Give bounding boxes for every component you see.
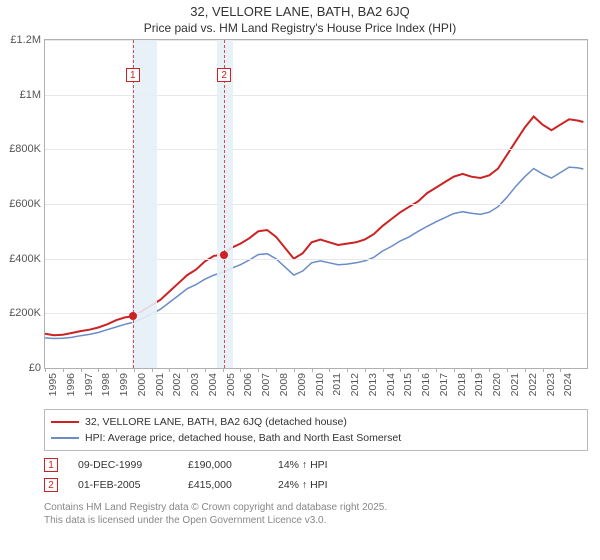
gridline-h — [45, 95, 587, 96]
plot-area: £0£200K£400K£600K£800K£1M£1.2M12 — [44, 39, 588, 369]
x-label: 2024 — [562, 373, 574, 396]
x-label: 2012 — [349, 373, 361, 396]
sales-row-1: 1 09-DEC-1999 £190,000 14% ↑ HPI — [44, 455, 588, 475]
x-label: 2003 — [189, 373, 201, 396]
x-label: 2020 — [491, 373, 503, 396]
sale-delta-1: 14% ↑ HPI — [278, 459, 328, 471]
sale-date-2: 01-FEB-2005 — [78, 479, 168, 491]
gridline-h — [45, 313, 587, 314]
x-label: 2015 — [402, 373, 414, 396]
y-label: £1M — [20, 89, 41, 101]
x-label: 1998 — [100, 373, 112, 396]
sale-date-1: 09-DEC-1999 — [78, 459, 168, 471]
sale-ref-1: 1 — [44, 458, 58, 472]
x-label: 2014 — [385, 373, 397, 396]
y-label: £1.2M — [10, 34, 41, 46]
x-label: 2013 — [367, 373, 379, 396]
x-label: 2000 — [136, 373, 148, 396]
sale-price-1: £190,000 — [188, 459, 258, 471]
y-label: £0 — [29, 362, 41, 374]
legend-label-price: 32, VELLORE LANE, BATH, BA2 6JQ (detache… — [85, 416, 347, 428]
x-label: 2016 — [420, 373, 432, 396]
sale-point — [129, 312, 137, 320]
sale-point — [220, 251, 228, 259]
x-label: 1995 — [47, 373, 59, 396]
highlight-band — [132, 40, 157, 368]
gridline-h — [45, 204, 587, 205]
x-label: 1996 — [65, 373, 77, 396]
y-label: £400K — [9, 253, 41, 265]
footer: Contains HM Land Registry data © Crown c… — [44, 501, 588, 527]
x-label: 2002 — [171, 373, 183, 396]
x-label: 2004 — [207, 373, 219, 396]
ref-line — [224, 40, 225, 368]
ref-marker: 2 — [217, 68, 231, 82]
highlight-band — [217, 40, 233, 368]
gridline-h — [45, 40, 587, 41]
sales-table: 1 09-DEC-1999 £190,000 14% ↑ HPI 2 01-FE… — [44, 455, 588, 495]
sale-delta-2: 24% ↑ HPI — [278, 479, 328, 491]
y-label: £200K — [9, 307, 41, 319]
legend-swatch-hpi — [51, 437, 79, 439]
x-label: 2018 — [456, 373, 468, 396]
chart-title-sub: Price paid vs. HM Land Registry's House … — [0, 19, 600, 39]
x-label: 2021 — [509, 373, 521, 396]
gridline-h — [45, 259, 587, 260]
x-label: 2009 — [296, 373, 308, 396]
gridline-h — [45, 149, 587, 150]
sales-row-2: 2 01-FEB-2005 £415,000 24% ↑ HPI — [44, 475, 588, 495]
legend-label-hpi: HPI: Average price, detached house, Bath… — [85, 432, 401, 444]
legend-swatch-price — [51, 421, 79, 423]
legend-row-hpi: HPI: Average price, detached house, Bath… — [51, 430, 581, 446]
x-label: 2010 — [314, 373, 326, 396]
legend: 32, VELLORE LANE, BATH, BA2 6JQ (detache… — [44, 409, 588, 451]
chart-title-address: 32, VELLORE LANE, BATH, BA2 6JQ — [0, 0, 600, 19]
y-label: £800K — [9, 143, 41, 155]
ref-marker: 1 — [126, 68, 140, 82]
x-label: 2019 — [473, 373, 485, 396]
x-label: 2006 — [242, 373, 254, 396]
footer-copyright: Contains HM Land Registry data © Crown c… — [44, 501, 588, 514]
x-label: 2017 — [438, 373, 450, 396]
x-label: 2007 — [260, 373, 272, 396]
x-label: 2001 — [154, 373, 166, 396]
x-label: 2011 — [331, 373, 343, 396]
x-label: 1997 — [83, 373, 95, 396]
legend-row-price: 32, VELLORE LANE, BATH, BA2 6JQ (detache… — [51, 414, 581, 430]
x-label: 2023 — [545, 373, 557, 396]
footer-licence: This data is licensed under the Open Gov… — [44, 514, 588, 527]
sale-ref-2: 2 — [44, 478, 58, 492]
x-axis-labels: 1995 1996 1997 1998 1999 2000 2001 2002 2003 2004… — [44, 369, 588, 403]
x-label: 2022 — [527, 373, 539, 396]
x-label: 2008 — [278, 373, 290, 396]
chart-container: 32, VELLORE LANE, BATH, BA2 6JQ Price pa… — [0, 0, 600, 560]
y-label: £600K — [9, 198, 41, 210]
x-label: 1999 — [118, 373, 130, 396]
x-label: 2005 — [225, 373, 237, 396]
sale-price-2: £415,000 — [188, 479, 258, 491]
